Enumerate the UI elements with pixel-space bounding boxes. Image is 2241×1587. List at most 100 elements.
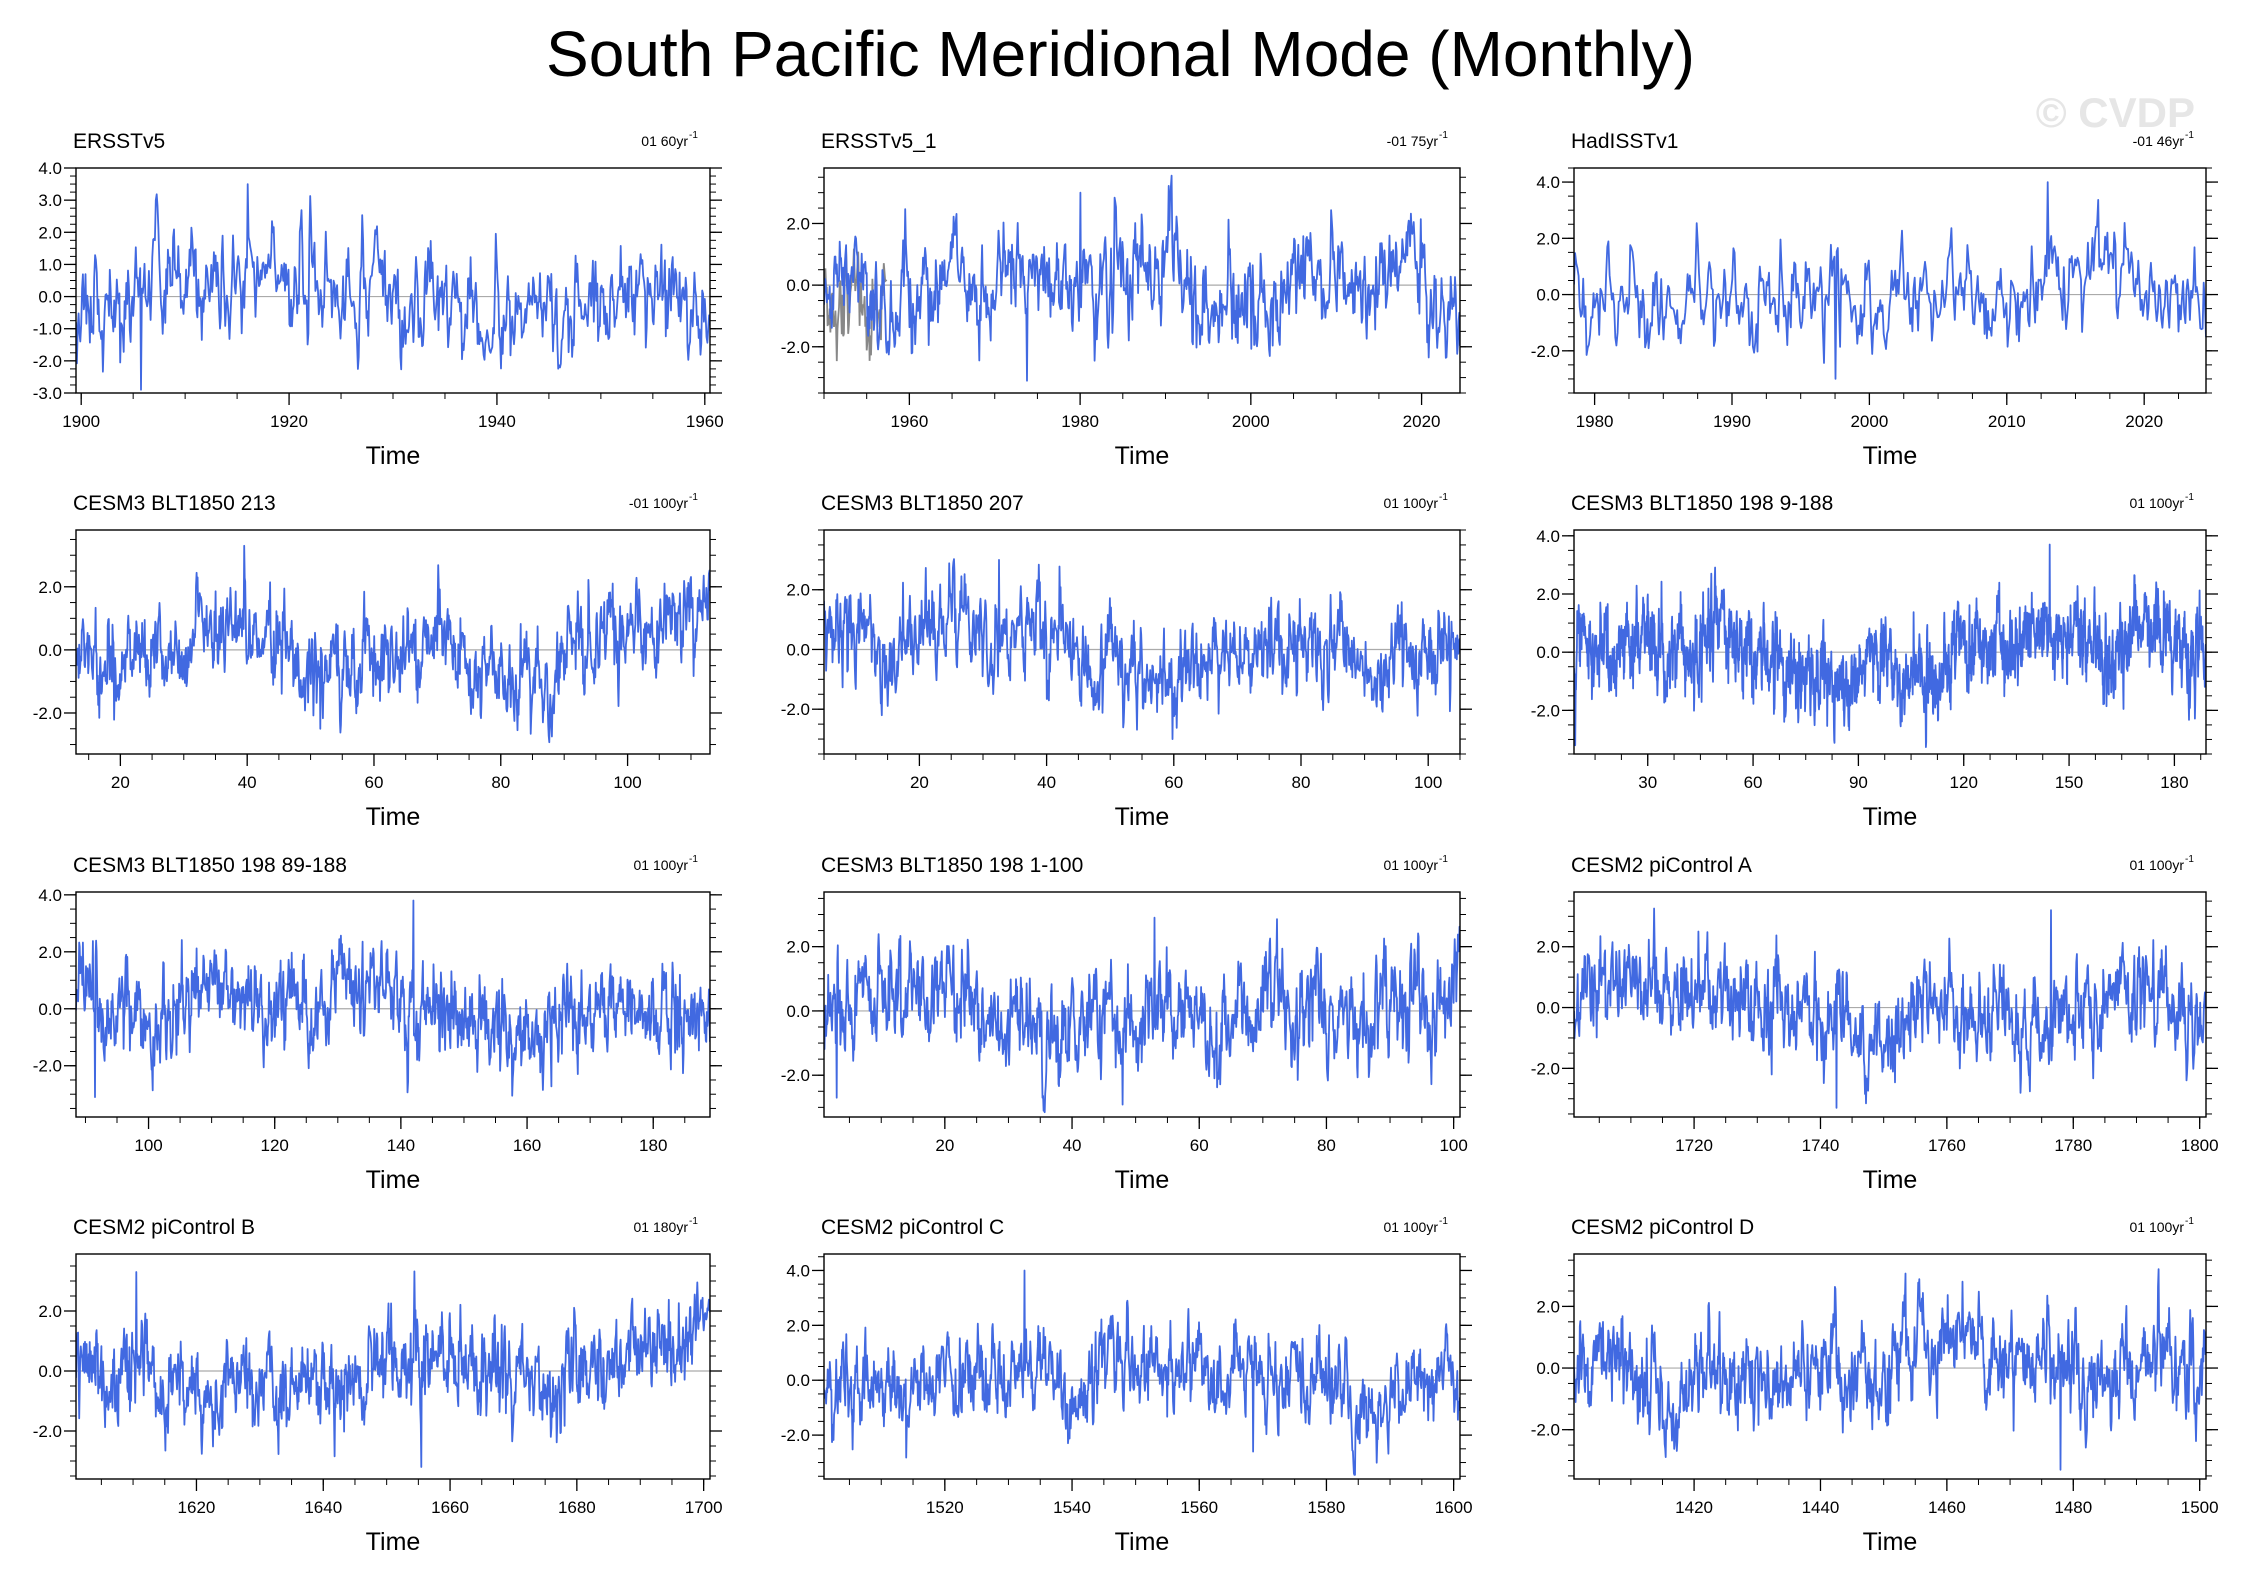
cvdp-watermark: © CVDP [2035,89,2195,136]
x-axis-label: Time [1863,1166,1918,1194]
x-tick-label: 1580 [1308,1498,1346,1517]
plot-frame [75,1253,711,1480]
y-tick-label: -2.0 [781,1426,810,1445]
x-axis-label: Time [366,803,421,831]
x-tick-label: 80 [491,773,510,792]
x-tick-label: 100 [1439,1136,1467,1155]
trend-label: 01 100yr [2130,1219,2185,1235]
trend-label: 01 100yr [2130,857,2185,873]
x-tick-label: 1940 [478,412,516,431]
x-tick-label: 1800 [2181,1136,2219,1155]
data-series-line [76,544,710,744]
x-tick-label: 120 [261,1136,289,1155]
x-tick-label: 1440 [1802,1498,1840,1517]
y-tick-label: -2.0 [1531,342,1560,361]
y-tick-label: 0.0 [786,640,810,659]
panel-title: CESM2 piControl D [1571,1216,1754,1239]
trend-exponent: -1 [689,130,698,141]
plot-frame [1573,1253,2207,1480]
y-tick-label: 2.0 [786,581,810,600]
x-tick-label: 180 [639,1136,667,1155]
y-tick-label: 0.0 [38,1000,62,1019]
panel-title: CESM2 piControl B [73,1216,255,1239]
trend-exponent: -1 [2185,1216,2194,1227]
y-tick-label: -2.0 [33,1422,62,1441]
trend-label: 01 100yr [1384,1219,1439,1235]
trend-exponent: -1 [2185,492,2194,503]
trend-label: -01 75yr [1387,133,1439,149]
x-tick-label: 180 [2160,773,2188,792]
trend-label: -01 100yr [629,495,688,511]
y-tick-label: 0.0 [38,1362,62,1381]
y-tick-label: -2.0 [33,704,62,723]
x-tick-label: 80 [1317,1136,1336,1155]
x-tick-label: 100 [134,1136,162,1155]
plot-frame [1573,167,2207,394]
data-series-line [1574,181,2206,380]
x-tick-label: 150 [2055,773,2083,792]
plot-frame [1573,891,2207,1118]
x-tick-label: 1700 [685,1498,723,1517]
panel-9: CESM2 piControl A 01 100yr -1 -2.0 0.0 2.0 172… [1531,854,2219,1194]
x-tick-label: 1740 [1802,1136,1840,1155]
x-tick-label: 1460 [1928,1498,1966,1517]
y-tick-label: 0.0 [1536,999,1560,1018]
trend-exponent: -1 [1439,1216,1448,1227]
trend-label: 01 100yr [634,857,689,873]
panel-title: ERSSTv5_1 [821,130,937,153]
trend-exponent: -1 [1439,492,1448,503]
x-tick-label: 60 [1190,1136,1209,1155]
y-tick-label: -2.0 [781,338,810,357]
panel-3: HadISSTv1 -01 46yr -1 -2.0 0.0 2.0 4.0 1980 1990… [1531,130,2218,470]
x-tick-label: 20 [910,773,929,792]
x-tick-label: 1540 [1053,1498,1091,1517]
y-tick-label: -2.0 [781,1066,810,1085]
x-tick-label: 1720 [1675,1136,1713,1155]
plot-frame [823,891,1461,1118]
y-tick-label: 2.0 [786,214,810,233]
x-tick-label: 2000 [1232,412,1270,431]
y-tick-label: 2.0 [1536,585,1560,604]
y-tick-label: -3.0 [33,384,62,403]
x-axis-label: Time [1115,442,1170,470]
y-tick-label: -2.0 [33,1057,62,1076]
y-tick-label: 2.0 [786,1316,810,1335]
y-tick-label: 4.0 [1536,173,1560,192]
x-tick-label: 1640 [304,1498,342,1517]
x-axis-label: Time [366,1528,421,1556]
data-series-line [824,558,1460,740]
plot-frame [823,167,1461,394]
x-tick-label: 2010 [1988,412,2026,431]
x-tick-label: 1520 [926,1498,964,1517]
panel-title: CESM3 BLT1850 213 [73,492,276,515]
trend-exponent: -1 [689,492,698,503]
y-tick-label: 2.0 [1536,1297,1560,1316]
x-tick-label: 20 [935,1136,954,1155]
x-tick-label: 1500 [2181,1498,2219,1517]
y-tick-label: -2.0 [1531,701,1560,720]
panel-7: CESM3 BLT1850 198 89-188 01 100yr -1 -2.0 0.… [33,854,722,1194]
panel-title: CESM2 piControl A [1571,854,1752,877]
y-tick-label: 0.0 [786,1371,810,1390]
x-tick-label: 1980 [1576,412,1614,431]
panel-title: ERSSTv5 [73,130,165,153]
x-tick-label: 120 [1950,773,1978,792]
y-tick-label: 4.0 [38,159,62,178]
trend-exponent: -1 [1439,854,1448,865]
y-tick-label: 0.0 [38,641,62,660]
x-tick-label: 60 [1164,773,1183,792]
panel-title: CESM3 BLT1850 198 1-100 [821,854,1083,877]
panel-11: CESM2 piControl C 01 100yr -1 -2.0 0.0 2.0 4.0… [781,1216,1473,1556]
x-tick-label: 2020 [1403,412,1441,431]
x-tick-label: 40 [238,773,257,792]
x-axis-label: Time [1115,1528,1170,1556]
y-tick-label: 0.0 [1536,286,1560,305]
data-series-line [1574,1268,2206,1471]
x-tick-label: 1900 [62,412,100,431]
panel-1: ERSSTv5 01 60yr -1 -3.0 -2.0 -1.0 0.0 1.0 2.0 3.0… [33,130,724,470]
trend-exponent: -1 [2185,854,2194,865]
data-series-line [824,916,1460,1114]
y-tick-label: -2.0 [781,700,810,719]
data-series-line [76,899,710,1098]
